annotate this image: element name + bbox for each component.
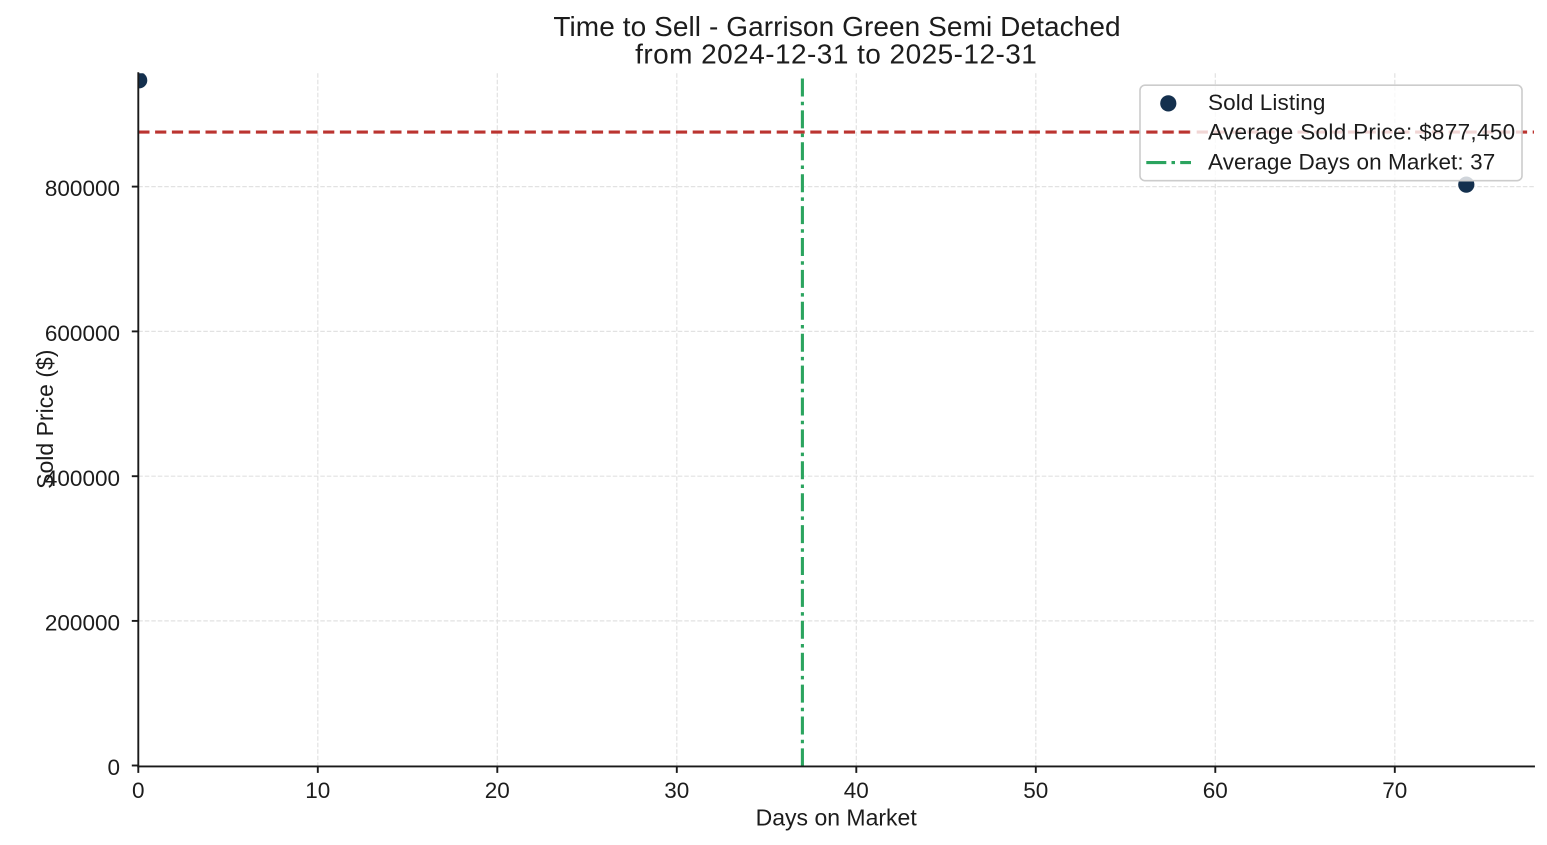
svg-text:Time to Sell - Garrison Green: Time to Sell - Garrison Green Semi Detac…	[553, 11, 1120, 42]
svg-text:10: 10	[305, 778, 330, 803]
svg-text:70: 70	[1382, 778, 1407, 803]
svg-text:40: 40	[844, 778, 869, 803]
svg-text:600000: 600000	[45, 321, 120, 346]
svg-text:0: 0	[132, 778, 145, 803]
svg-text:800000: 800000	[45, 176, 120, 201]
svg-text:Average Days on Market: 37: Average Days on Market: 37	[1208, 149, 1495, 174]
svg-text:20: 20	[485, 778, 510, 803]
svg-text:60: 60	[1203, 778, 1228, 803]
svg-text:0: 0	[107, 755, 120, 780]
svg-text:30: 30	[664, 778, 689, 803]
svg-text:from 2024-12-31 to 2025-12-31: from 2024-12-31 to 2025-12-31	[635, 38, 1037, 69]
svg-text:200000: 200000	[45, 611, 120, 636]
svg-text:400000: 400000	[45, 466, 120, 491]
svg-text:Days on Market: Days on Market	[756, 805, 918, 831]
svg-text:Average Sold Price: $877,450: Average Sold Price: $877,450	[1208, 120, 1516, 145]
svg-text:Sold Listing: Sold Listing	[1208, 90, 1326, 115]
svg-text:50: 50	[1023, 778, 1048, 803]
svg-text:Sold Price ($): Sold Price ($)	[32, 350, 58, 489]
